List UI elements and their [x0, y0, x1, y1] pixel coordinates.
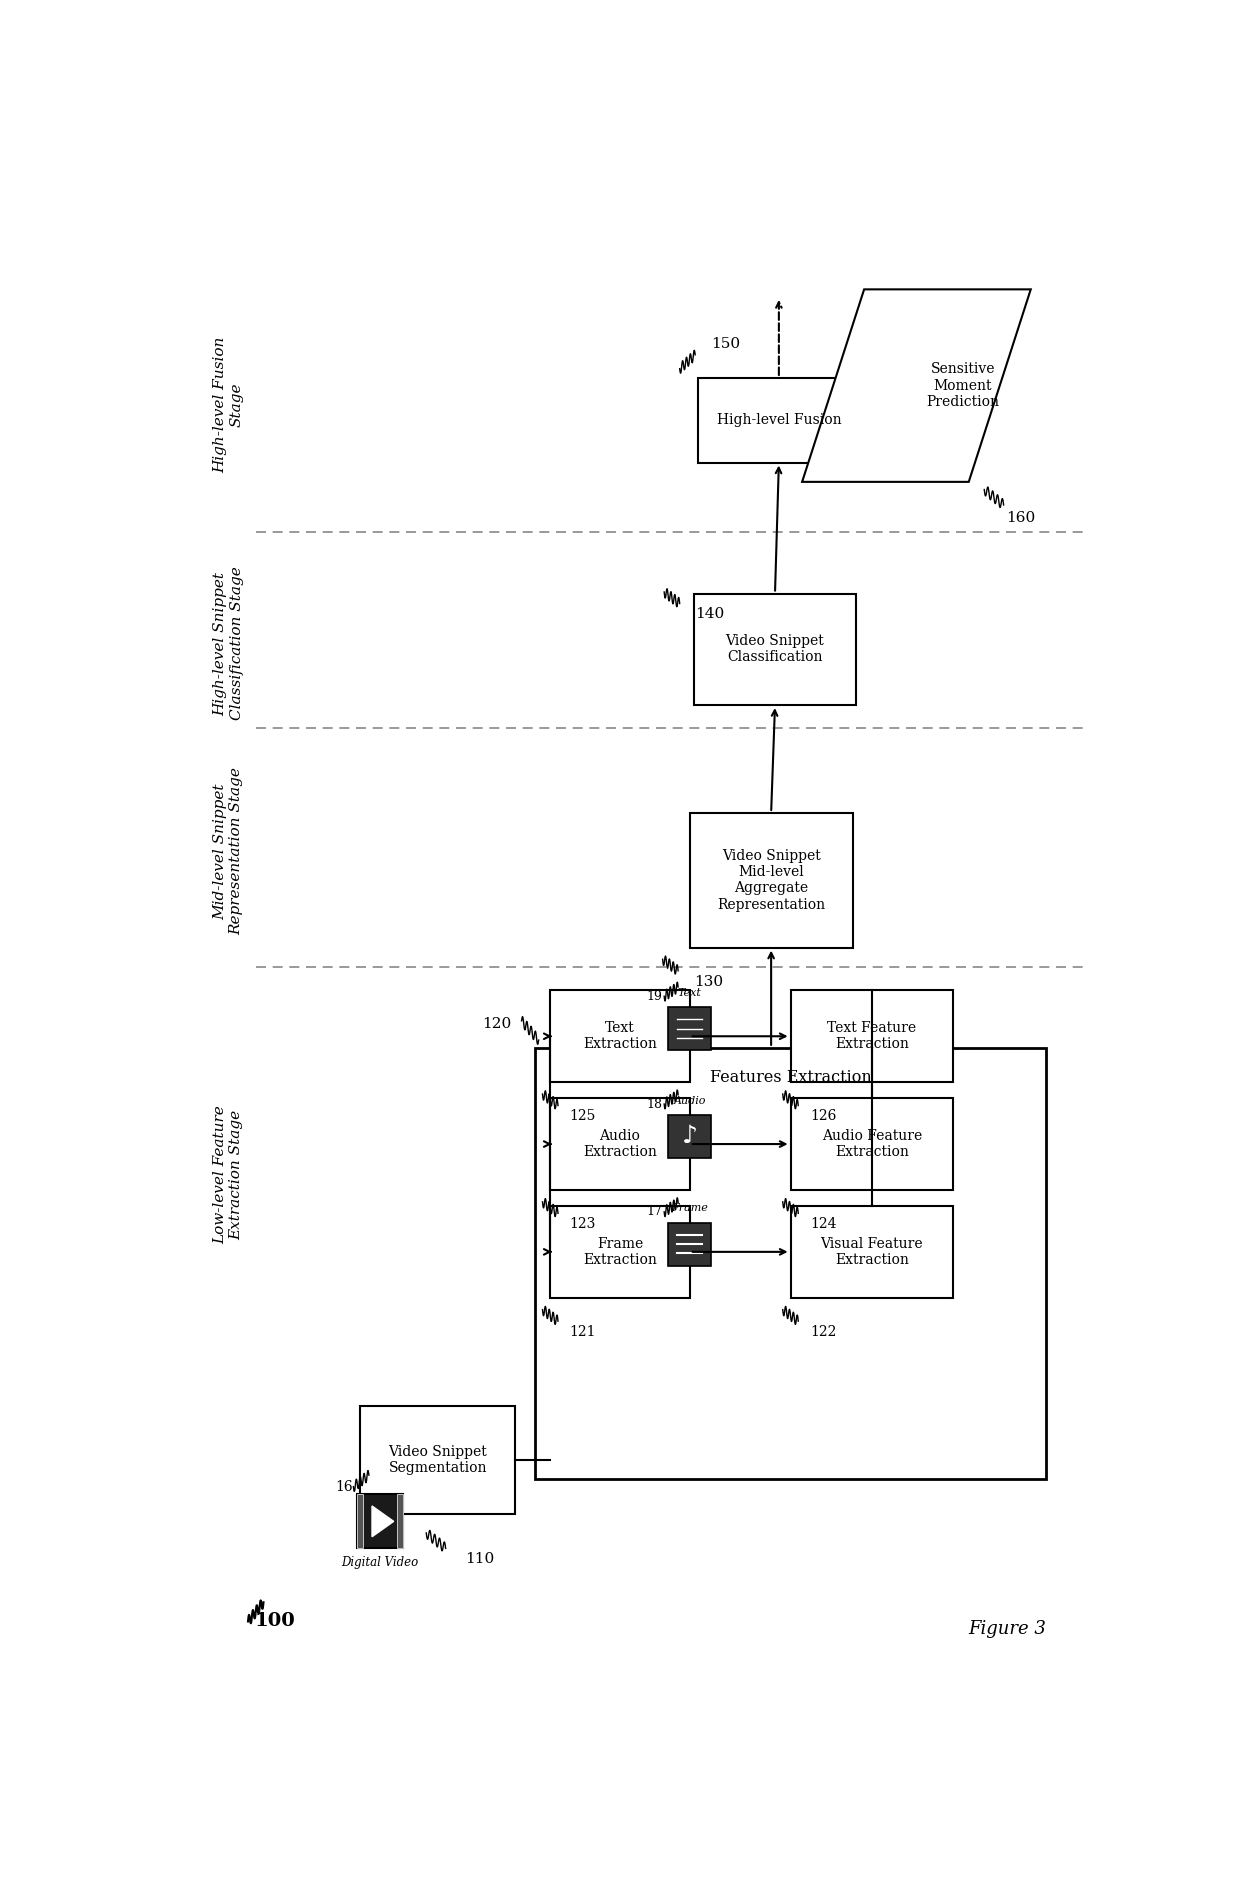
Text: 122: 122 — [810, 1325, 836, 1338]
Text: 124: 124 — [810, 1217, 836, 1232]
Polygon shape — [372, 1505, 394, 1537]
FancyBboxPatch shape — [693, 594, 857, 706]
FancyBboxPatch shape — [791, 1205, 954, 1298]
Text: Audio
Extraction: Audio Extraction — [583, 1129, 657, 1160]
FancyBboxPatch shape — [551, 1205, 689, 1298]
Text: 110: 110 — [465, 1553, 495, 1566]
Text: Digital Video: Digital Video — [341, 1556, 418, 1570]
FancyBboxPatch shape — [689, 812, 853, 947]
FancyBboxPatch shape — [534, 1048, 1047, 1479]
Text: 150: 150 — [711, 338, 740, 351]
Text: 16: 16 — [335, 1480, 352, 1494]
Text: Video Snippet
Segmentation: Video Snippet Segmentation — [388, 1444, 487, 1475]
Text: 126: 126 — [810, 1110, 836, 1124]
FancyBboxPatch shape — [357, 1494, 403, 1549]
Text: Figure 3: Figure 3 — [968, 1621, 1047, 1638]
Text: Low-level Feature
Extraction Stage: Low-level Feature Extraction Stage — [213, 1105, 244, 1245]
Text: 130: 130 — [693, 976, 723, 989]
Text: High-level Fusion: High-level Fusion — [717, 414, 841, 427]
FancyBboxPatch shape — [551, 1097, 689, 1190]
FancyBboxPatch shape — [668, 1008, 712, 1050]
Text: High-level Snippet
Classification Stage: High-level Snippet Classification Stage — [213, 568, 244, 721]
Text: 125: 125 — [569, 1110, 596, 1124]
FancyBboxPatch shape — [668, 1222, 712, 1266]
Text: 120: 120 — [482, 1017, 511, 1031]
Polygon shape — [802, 288, 1030, 482]
FancyBboxPatch shape — [668, 1114, 712, 1158]
FancyBboxPatch shape — [791, 1097, 954, 1190]
Text: Visual Feature
Extraction: Visual Feature Extraction — [821, 1237, 924, 1268]
Text: Frame
Extraction: Frame Extraction — [583, 1237, 657, 1268]
Text: Text: Text — [678, 987, 702, 998]
Text: 140: 140 — [696, 607, 724, 621]
Text: 100: 100 — [254, 1613, 295, 1630]
Text: 121: 121 — [569, 1325, 596, 1338]
Text: Audio Feature
Extraction: Audio Feature Extraction — [822, 1129, 923, 1160]
Text: 123: 123 — [569, 1217, 596, 1232]
Text: 18: 18 — [646, 1097, 662, 1110]
Text: Mid-level Snippet
Representation Stage: Mid-level Snippet Representation Stage — [213, 767, 244, 936]
FancyBboxPatch shape — [361, 1406, 516, 1515]
Text: ♪: ♪ — [682, 1124, 698, 1148]
Text: 19: 19 — [647, 989, 662, 1002]
Text: Video Snippet
Mid-level
Aggregate
Representation: Video Snippet Mid-level Aggregate Repres… — [717, 848, 825, 911]
FancyBboxPatch shape — [357, 1494, 363, 1549]
Text: Audio: Audio — [673, 1095, 706, 1105]
Text: 160: 160 — [1006, 511, 1035, 526]
Text: Text Feature
Extraction: Text Feature Extraction — [827, 1021, 916, 1051]
Text: Frame: Frame — [671, 1203, 708, 1213]
FancyBboxPatch shape — [697, 378, 861, 463]
Text: High-level Fusion
Stage: High-level Fusion Stage — [213, 336, 244, 473]
Text: Features Extraction: Features Extraction — [709, 1069, 872, 1086]
FancyBboxPatch shape — [397, 1494, 403, 1549]
Text: 17: 17 — [647, 1205, 662, 1219]
Text: Sensitive
Moment
Prediction: Sensitive Moment Prediction — [926, 363, 999, 408]
Text: Text
Extraction: Text Extraction — [583, 1021, 657, 1051]
Text: Video Snippet
Classification: Video Snippet Classification — [725, 634, 825, 664]
FancyBboxPatch shape — [791, 991, 954, 1082]
FancyBboxPatch shape — [551, 991, 689, 1082]
